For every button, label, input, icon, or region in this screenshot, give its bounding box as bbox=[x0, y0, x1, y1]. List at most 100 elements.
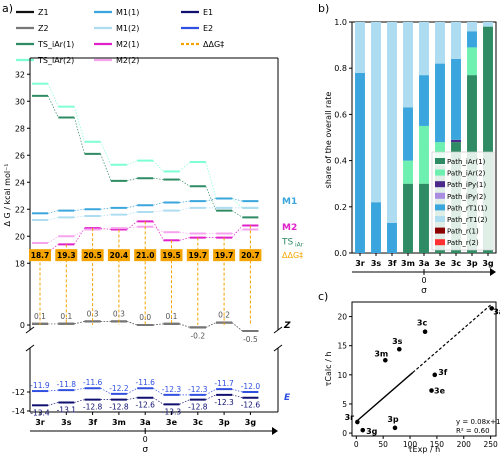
x-axis-label: τExp / h bbox=[408, 445, 441, 454]
e-top-label: -11.9 bbox=[30, 381, 50, 390]
ddG-box bbox=[213, 249, 236, 262]
legend-label-TS_iAr1: TS_iAr(1) bbox=[37, 40, 74, 49]
side-label-TS-sub: iAr bbox=[295, 242, 304, 249]
x-tick-label: 3p bbox=[466, 259, 478, 268]
legend-label-E2: E2 bbox=[203, 24, 213, 33]
ddG-label: 20.5 bbox=[83, 251, 102, 260]
connector-TS_iAr2 bbox=[152, 160, 164, 172]
e-bottom-label: -12.8 bbox=[188, 403, 208, 412]
legend-label-M1_1: M1(1) bbox=[116, 8, 139, 17]
z-value-label: 0.3 bbox=[87, 309, 99, 318]
y-tick-label: 15 bbox=[337, 342, 347, 351]
e-top-label: -12.0 bbox=[241, 382, 261, 391]
x-tick-label: 50 bbox=[378, 440, 388, 449]
fit-r2: R² = 0.60 bbox=[456, 427, 490, 435]
energy-profile-plot: 18 20 22 24 26 28 30 32 0 -12 -14 Δ G / kcal mol⁻¹ 1… bbox=[3, 57, 304, 454]
connector-M2_1 bbox=[126, 221, 138, 230]
bar-segment-Path_rT1_1 bbox=[467, 31, 477, 48]
connector-M2_1 bbox=[100, 227, 111, 230]
z-value-label: -0.2 bbox=[190, 331, 205, 340]
legend-swatch-Path_iPy1 bbox=[435, 181, 445, 188]
connector-TS_iAr1 bbox=[73, 117, 85, 154]
y-tick-label: 20 bbox=[15, 232, 25, 241]
y-tick-label: 10 bbox=[337, 371, 347, 380]
y-tick-label-zero: 0 bbox=[20, 321, 25, 330]
y-tick-label: 32 bbox=[15, 70, 25, 79]
e-bottom-label: -12.6 bbox=[135, 401, 155, 410]
connector-Z2 bbox=[179, 323, 190, 328]
legend-swatch-Path_iAr2 bbox=[435, 169, 445, 176]
scatter-point bbox=[432, 372, 438, 378]
e-top-label: -11.6 bbox=[135, 378, 155, 387]
connector-TS_iAr2 bbox=[73, 106, 85, 142]
connector-M1_1 bbox=[126, 204, 138, 209]
y-tick-label-lower: -14 bbox=[12, 407, 25, 416]
bar-segment-Path_iAr1 bbox=[403, 183, 413, 253]
y-tick-label: 0 bbox=[342, 429, 347, 438]
scatter-point bbox=[396, 346, 402, 352]
connector-Z2 bbox=[126, 321, 138, 326]
connector-Z1 bbox=[153, 323, 164, 326]
bar-segment-Path_rT1_2 bbox=[355, 22, 365, 73]
legend-swatch-Path_rT1_2 bbox=[435, 216, 445, 222]
legend-swatch-Path_iAr1 bbox=[435, 158, 445, 164]
y-tick-label: 0.4 bbox=[334, 157, 347, 166]
x-tick-label: 3a bbox=[140, 418, 151, 427]
x-tick-label: 0 bbox=[354, 440, 359, 449]
x-axis-label: σ bbox=[142, 445, 148, 454]
connector-E2 bbox=[100, 387, 112, 395]
scatter-point bbox=[383, 357, 388, 363]
legend-label-Path_iAr1: Path_iAr(1) bbox=[447, 158, 486, 166]
bar-segment-Path_iAr1 bbox=[419, 183, 429, 253]
panel-c-label: c) bbox=[318, 290, 328, 303]
bar-segment-Path_iAr2 bbox=[467, 47, 477, 76]
ddG-box bbox=[81, 249, 104, 262]
point-label: 3a bbox=[493, 307, 500, 316]
connector-TS_iAr1 bbox=[126, 177, 138, 182]
bar-segment-Path_iAr2 bbox=[403, 160, 413, 184]
x-tick-label: 3s bbox=[371, 259, 382, 268]
z-value-label: 0.3 bbox=[113, 309, 125, 318]
plot-c-frame bbox=[351, 301, 497, 437]
bar-segment-Path_iAr2 bbox=[419, 125, 429, 184]
connector-M2_2 bbox=[74, 229, 85, 237]
e-bottom-label: -13.3 bbox=[162, 407, 182, 416]
legend-label-E1: E1 bbox=[203, 8, 213, 17]
legend-label-ddG: ΔΔG‡ bbox=[203, 40, 224, 49]
connector-Z2 bbox=[231, 322, 243, 332]
point-label: 3m bbox=[374, 349, 388, 358]
z-value-label: -0.5 bbox=[243, 335, 258, 344]
bar-segment-Path_rT1_2 bbox=[483, 22, 493, 27]
connector-E2 bbox=[205, 388, 217, 396]
ddG-label: 21.0 bbox=[136, 251, 155, 260]
connector-TS_iAr1 bbox=[231, 210, 243, 218]
x-tick-label: 3p bbox=[218, 418, 230, 427]
y-tick-label-lower: -12 bbox=[12, 388, 25, 397]
fit-line-solid bbox=[355, 372, 414, 423]
y-tick-label: 20 bbox=[337, 313, 347, 322]
x-tick-label: 3s bbox=[61, 418, 72, 427]
legend-label-Path_rT1_2: Path_rT1(2) bbox=[447, 216, 488, 224]
point-label: 3p bbox=[387, 415, 399, 424]
point-label: 3r bbox=[345, 413, 355, 422]
x-tick-label: 3g bbox=[482, 259, 494, 268]
bar-segment-Path_rT1_2 bbox=[467, 22, 477, 32]
e-bottom-label: -13.1 bbox=[57, 405, 77, 414]
sigma-arrow-head bbox=[272, 427, 278, 435]
connector-TS_iAr1 bbox=[153, 177, 164, 180]
x-tick-label: 3a bbox=[419, 259, 430, 268]
scatter-point bbox=[355, 419, 360, 425]
connector-E2 bbox=[47, 389, 59, 392]
bar-segment-Path_rT1_1 bbox=[403, 107, 413, 161]
correlation-scatter: 0 50 100 150 200 250 0 5 10 15 20 τCalc / h τExp / h… bbox=[324, 301, 500, 454]
y-tick-label: 26 bbox=[15, 151, 25, 160]
point-label: 3s bbox=[392, 337, 403, 346]
connector-E1 bbox=[205, 394, 217, 400]
scatter-point bbox=[360, 427, 366, 433]
connector-M2_2 bbox=[100, 227, 111, 230]
axis-break-mark bbox=[273, 344, 283, 352]
x-tick-label: 3r bbox=[35, 418, 45, 427]
y-tick-label: 0.6 bbox=[334, 110, 347, 119]
sigma-origin-label: 0 bbox=[421, 276, 426, 285]
side-label-TS: TS bbox=[281, 238, 293, 248]
